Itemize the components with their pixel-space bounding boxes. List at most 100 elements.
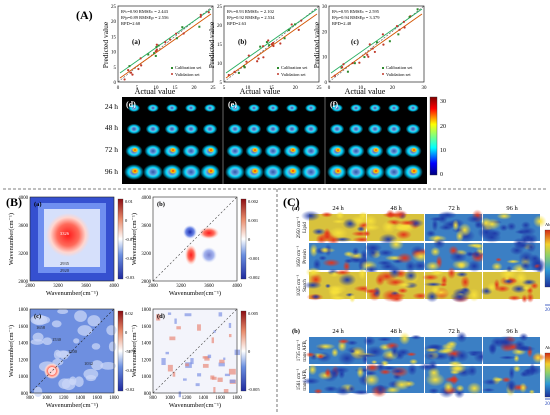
corr-xtick: 2800 <box>25 284 35 289</box>
corr-patch <box>57 308 69 314</box>
corr-plot-3: (d) 800 1000 1200 1400 1600 1800 800 1000 1200 140… <box>131 308 260 409</box>
ftir-map-patch <box>381 220 396 234</box>
scatter-point-val <box>123 78 126 81</box>
map-kernel-hot <box>372 167 380 175</box>
map-kernel-core <box>371 125 379 133</box>
ftir-column-label: 72 h <box>448 205 460 212</box>
legend-cal-marker <box>171 67 173 69</box>
panel-label-C: (C) <box>283 195 300 209</box>
corr-cbar-tick: 0.02 <box>125 311 133 316</box>
scatter-point-val <box>342 63 345 66</box>
ftir-scale-text: 200 μm <box>545 402 550 407</box>
ftir-map-patch <box>425 261 441 272</box>
ftir-map-patch <box>371 360 378 365</box>
ftir-map-patch <box>396 252 413 264</box>
ftir-map-patch <box>390 368 405 375</box>
corr-patch <box>195 383 200 387</box>
corr-patch <box>219 359 225 364</box>
corr-ytick: 3600 <box>18 224 28 229</box>
ftir-map-patch <box>385 209 395 219</box>
corr-plot-0: (a) 3326 2935 2920 2800 3200 3600 4000 2800 3200 3… <box>8 196 135 297</box>
map-kernel-core <box>308 105 314 111</box>
scatter-ytick: 0 <box>114 81 117 86</box>
ftir-map-patch <box>318 255 328 261</box>
scatter-stat-2: R²p=0.92 RMSEp = 2.534 <box>227 15 275 20</box>
ftir-map-patch <box>515 345 536 352</box>
map-kernel-core <box>333 125 341 133</box>
corr-annotation: 1530 <box>52 337 62 342</box>
corr-xtick: 1600 <box>92 396 102 401</box>
scatter-stat-1: R²c=0.93 RMSEc = 2.102 <box>227 9 274 14</box>
map-label-f: (f) <box>330 100 338 109</box>
corr-patch <box>167 364 173 372</box>
scatter-xtick: 10 <box>154 86 160 91</box>
scatter-point-val <box>297 28 300 32</box>
map-kernel-core <box>230 147 240 155</box>
ftir-sub_a: (a) 24 h 48 h 72 h 96 h 2950 cm⁻¹ Lipid 1650 cm… <box>292 205 550 313</box>
ftir-map-patch <box>460 286 471 294</box>
ftir-colorbar <box>544 352 550 398</box>
ftir-map-patch <box>361 224 381 231</box>
map-row-96h: 96 h <box>105 167 118 176</box>
corr-ytick: 2800 <box>141 280 151 285</box>
scatter-xlabel-c: Actual value <box>345 87 386 96</box>
scatter-point-val <box>227 73 230 77</box>
map-cbar-0: 0 <box>440 172 443 178</box>
map-kernel-core <box>268 147 278 155</box>
map-kernel-core <box>410 105 416 111</box>
corr-patch <box>207 354 212 359</box>
corr-plot-1: (b) 2800 3200 3600 4000 2800 3200 3600 4000 Waven… <box>131 196 260 297</box>
corr-patch <box>190 358 194 365</box>
corr-cbar-tick: -0.02 <box>125 256 134 261</box>
corr-patch <box>228 333 232 338</box>
ftir-map-patch <box>352 236 372 243</box>
ftir-map-patch <box>392 379 411 391</box>
ftir-map-patch <box>316 353 325 360</box>
scatter-point-val <box>127 69 130 72</box>
ftir-map-patch <box>519 382 528 394</box>
scatter-xtick: 25 <box>211 86 217 91</box>
scatter-fit-val <box>119 8 212 74</box>
scatter-ylabel-b: Predicted value <box>207 21 216 68</box>
ftir-map-patch <box>535 263 544 274</box>
ftir-map-patch <box>410 334 422 340</box>
ftir-cbar-title2: Absorbance (a. <box>545 222 550 227</box>
scatter-stat-3: RPD=2.63 <box>227 21 247 26</box>
scatter-1to1-line <box>117 5 214 83</box>
ftir-map-patch <box>507 295 522 301</box>
corr-annotation: 3326 <box>60 231 70 236</box>
corr-xtick: 800 <box>149 396 157 401</box>
ftir-map-patch <box>363 215 378 228</box>
scatter-point-cal <box>408 16 411 19</box>
map-kernel-core <box>391 105 397 111</box>
scatter-fit-val <box>225 8 318 74</box>
corr-patch <box>197 373 202 377</box>
scatter-point-val <box>398 28 401 31</box>
ftir-map-patch <box>467 259 482 273</box>
ftir-map-cell <box>483 237 547 276</box>
ftir-map-patch <box>405 260 416 273</box>
ftir-map-patch <box>366 246 380 259</box>
ftir-map-patch <box>313 388 323 394</box>
legend-val-marker <box>382 73 384 75</box>
ftir-map-patch <box>375 383 385 396</box>
scatter-point-val <box>261 45 265 48</box>
ftir-map-patch <box>388 238 404 251</box>
scatter-xtick: 5 <box>223 86 226 91</box>
map-kernel-core <box>187 125 195 133</box>
scatter-point-val <box>207 11 210 14</box>
ftir-map-cell <box>423 331 489 367</box>
map-kernel-core <box>350 167 362 177</box>
corr-xtick: 1400 <box>76 396 86 401</box>
scatter-point-val <box>267 39 270 42</box>
scatter-point-val <box>262 56 265 59</box>
scatter-ytick: 10 <box>217 62 223 67</box>
corr-patch <box>202 363 209 368</box>
ftir-map-patch <box>512 364 521 373</box>
map-kernel-core <box>307 125 315 133</box>
scatter-ytick: 0 <box>325 81 328 86</box>
ftir-map-patch <box>334 385 352 396</box>
ftir-column-label: 72 h <box>448 328 460 335</box>
scatter-fit-cal <box>119 13 212 79</box>
ftir-map-patch <box>397 220 418 226</box>
